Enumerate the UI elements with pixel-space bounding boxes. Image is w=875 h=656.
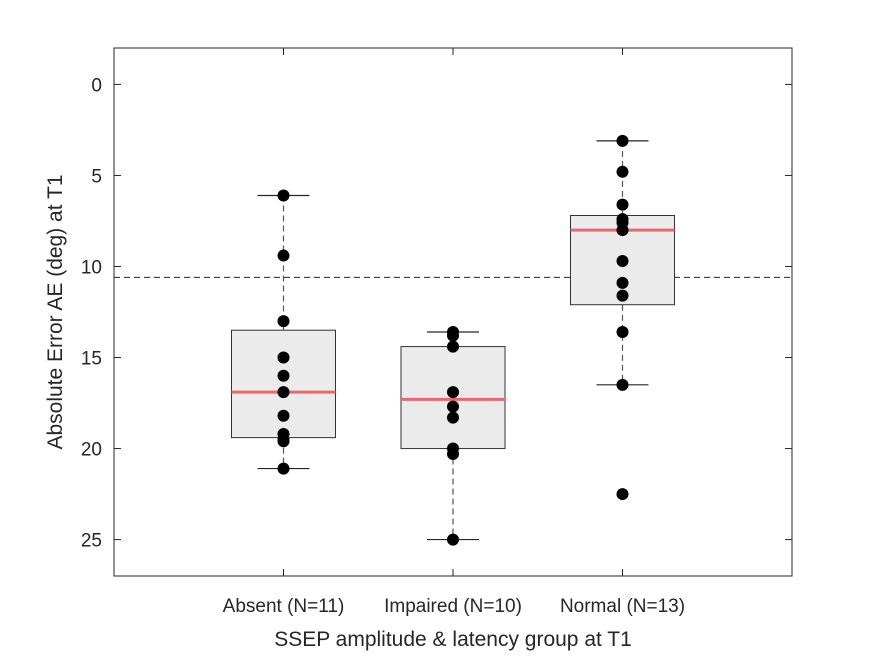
data-point (616, 378, 629, 391)
data-point (616, 224, 629, 237)
box-groups (231, 134, 675, 546)
data-point (447, 411, 459, 424)
data-point (616, 289, 629, 302)
y-tick-label: 25 (81, 531, 102, 552)
x-axis: Absent (N=11) Impaired (N=10) Normal (N=13… (223, 48, 685, 617)
data-point (277, 435, 290, 448)
data-point (616, 134, 629, 147)
data-point (447, 533, 459, 546)
data-point (447, 340, 459, 353)
data-point (616, 198, 629, 211)
x-tick-label: Impaired (N=10) (384, 596, 522, 617)
data-point (277, 189, 290, 202)
data-point (447, 329, 459, 342)
y-axis-label: Absolute Error AE (deg) at T1 (44, 174, 67, 449)
y-axis: 0 5 10 15 20 25 (81, 75, 792, 552)
box-group (570, 134, 675, 501)
data-point (616, 276, 629, 289)
data-point (447, 386, 459, 399)
y-tick-label: 0 (91, 75, 102, 96)
data-point (447, 448, 459, 461)
data-point (277, 351, 290, 364)
data-point (277, 315, 290, 328)
box-group (231, 189, 336, 475)
x-tick-label: Absent (N=11) (223, 596, 345, 617)
data-point (616, 488, 629, 501)
data-point (616, 326, 629, 339)
x-axis-label: SSEP amplitude & latency group at T1 (274, 628, 632, 651)
data-point (277, 409, 290, 422)
data-point (616, 255, 629, 268)
y-tick-label: 5 (91, 166, 102, 187)
data-point (277, 249, 290, 262)
y-tick-label: 20 (81, 440, 102, 461)
box-group (400, 326, 506, 546)
data-point (616, 165, 629, 178)
plot-area (113, 47, 793, 577)
data-point (277, 462, 290, 475)
y-tick-label: 15 (81, 349, 102, 370)
data-point (277, 386, 290, 399)
data-point (277, 369, 290, 382)
y-tick-label: 10 (81, 257, 102, 278)
x-tick-label: Normal (N=13) (560, 596, 685, 617)
data-point (447, 400, 459, 413)
